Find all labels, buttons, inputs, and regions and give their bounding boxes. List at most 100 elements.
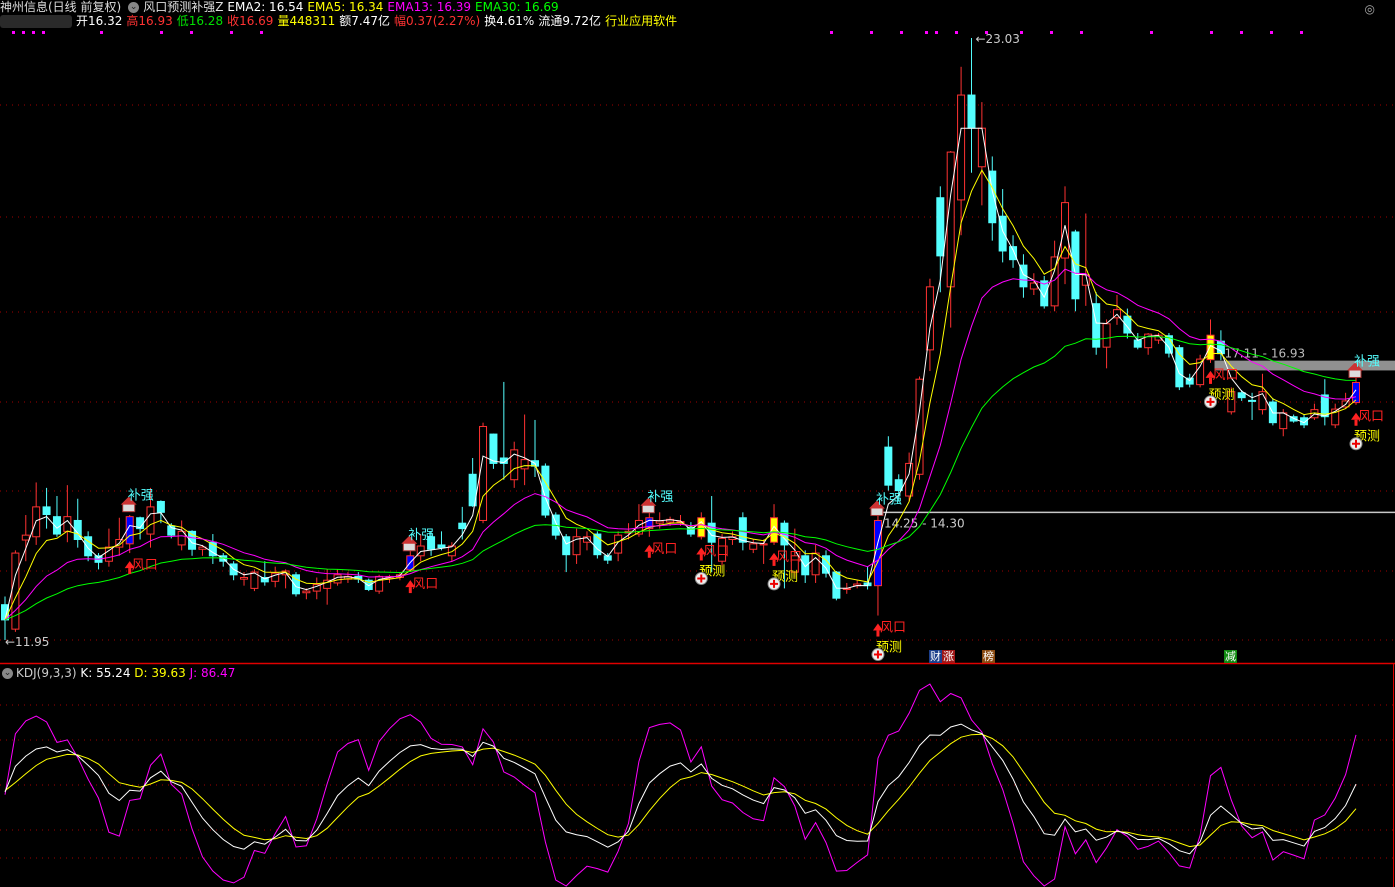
marker-dot	[925, 31, 928, 34]
candle-body	[1279, 412, 1288, 430]
tag-reduce[interactable]: 减	[1224, 650, 1237, 663]
candle	[790, 528, 799, 578]
candle	[1081, 213, 1090, 306]
candle-body	[894, 479, 903, 492]
candle	[1289, 414, 1298, 423]
house-roof-icon	[120, 496, 137, 505]
up-arrow-icon	[696, 547, 707, 555]
up-arrow-icon	[124, 561, 135, 569]
candle	[1061, 186, 1070, 285]
candle	[42, 487, 51, 529]
resistance-label: 17.11 - 16.93	[1225, 347, 1306, 361]
candle	[188, 530, 197, 556]
candle	[1227, 387, 1236, 415]
change-value: 幅0.37(2.27%)	[393, 14, 481, 28]
candle	[936, 186, 945, 293]
candle	[1331, 403, 1340, 429]
marker-dot	[955, 31, 958, 34]
wind-label: 风口	[880, 621, 906, 636]
up-arrow-icon	[1351, 412, 1361, 420]
candle-body	[749, 543, 758, 550]
candle	[998, 189, 1007, 263]
candle	[1144, 333, 1153, 355]
industry-value[interactable]: 行业应用软件	[605, 14, 678, 28]
candle-body	[738, 517, 747, 543]
ma-line-ema2	[4, 127, 1357, 621]
kdj-name: KDJ(9,3,3)	[16, 666, 77, 680]
candle-body	[437, 544, 446, 549]
tag-finance[interactable]: 财	[929, 650, 942, 663]
candle	[208, 534, 217, 564]
candle	[312, 577, 321, 600]
candle-body	[447, 545, 456, 557]
redacted-box	[0, 15, 72, 28]
candle	[447, 542, 456, 562]
indicator-menu-icon[interactable]: ⌄	[128, 2, 140, 13]
up-arrow-icon	[772, 559, 776, 566]
kdj-menu-icon[interactable]: ⌄	[2, 668, 13, 679]
tag-rise[interactable]: 涨	[942, 650, 955, 663]
candle-body	[614, 534, 623, 554]
boost-label: 补强	[876, 492, 902, 507]
candle-body	[832, 571, 841, 599]
min-price-label: ←11.95	[5, 635, 49, 649]
candle-body	[541, 465, 550, 516]
candle-body	[156, 500, 165, 513]
candle	[104, 528, 113, 567]
candle	[531, 419, 540, 478]
candle-body	[458, 522, 467, 530]
house-icon	[122, 503, 136, 513]
candle	[84, 531, 93, 562]
up-arrow-icon	[872, 623, 883, 631]
max-price-label: ←23.03	[975, 32, 1019, 46]
candle	[21, 515, 30, 562]
candle-body	[1092, 303, 1101, 348]
candle-body	[988, 170, 997, 224]
up-arrow-icon	[699, 554, 703, 561]
marker-dot	[1050, 31, 1053, 34]
candle-body	[167, 525, 176, 536]
up-arrow-icon	[1209, 377, 1213, 384]
ma-line-ema30	[4, 335, 1357, 621]
candle	[260, 561, 269, 586]
candle	[499, 381, 508, 480]
candle	[1133, 333, 1142, 350]
candle	[1310, 403, 1319, 420]
candle-body	[1227, 391, 1236, 413]
candle	[1248, 392, 1257, 420]
ma-line-ema13	[4, 268, 1357, 621]
candle	[1268, 398, 1277, 426]
candle	[853, 580, 862, 589]
kdj-j: J: 86.47	[189, 666, 236, 680]
house-roof-icon	[401, 535, 418, 544]
settings-icon[interactable]: ◎	[1364, 2, 1375, 16]
candle-body	[42, 506, 51, 515]
candle	[873, 512, 882, 616]
candle-body	[1289, 416, 1298, 422]
candle	[884, 436, 893, 491]
ma-line-ema5	[4, 169, 1357, 621]
candle	[468, 457, 477, 507]
tag-list[interactable]: 榜	[982, 650, 995, 663]
candle	[1040, 275, 1049, 309]
candle-body	[645, 517, 654, 530]
ema2-value: EMA2: 16.54	[227, 0, 304, 14]
candle-body	[593, 533, 602, 556]
candle	[925, 278, 934, 372]
boost-label: 补强	[408, 528, 434, 543]
candle-body	[1009, 246, 1018, 261]
candle-body	[11, 552, 20, 630]
marker-dot	[830, 31, 833, 34]
wind-label: 风口	[412, 577, 438, 592]
candle	[271, 566, 280, 588]
candle-body	[188, 530, 197, 550]
candle-body	[718, 537, 727, 562]
candle	[291, 572, 300, 597]
candle	[1206, 319, 1215, 363]
candle-body	[811, 552, 820, 576]
house-roof-icon	[640, 497, 657, 506]
candle	[967, 38, 976, 173]
marker-dot	[985, 31, 988, 34]
candle	[894, 474, 903, 502]
